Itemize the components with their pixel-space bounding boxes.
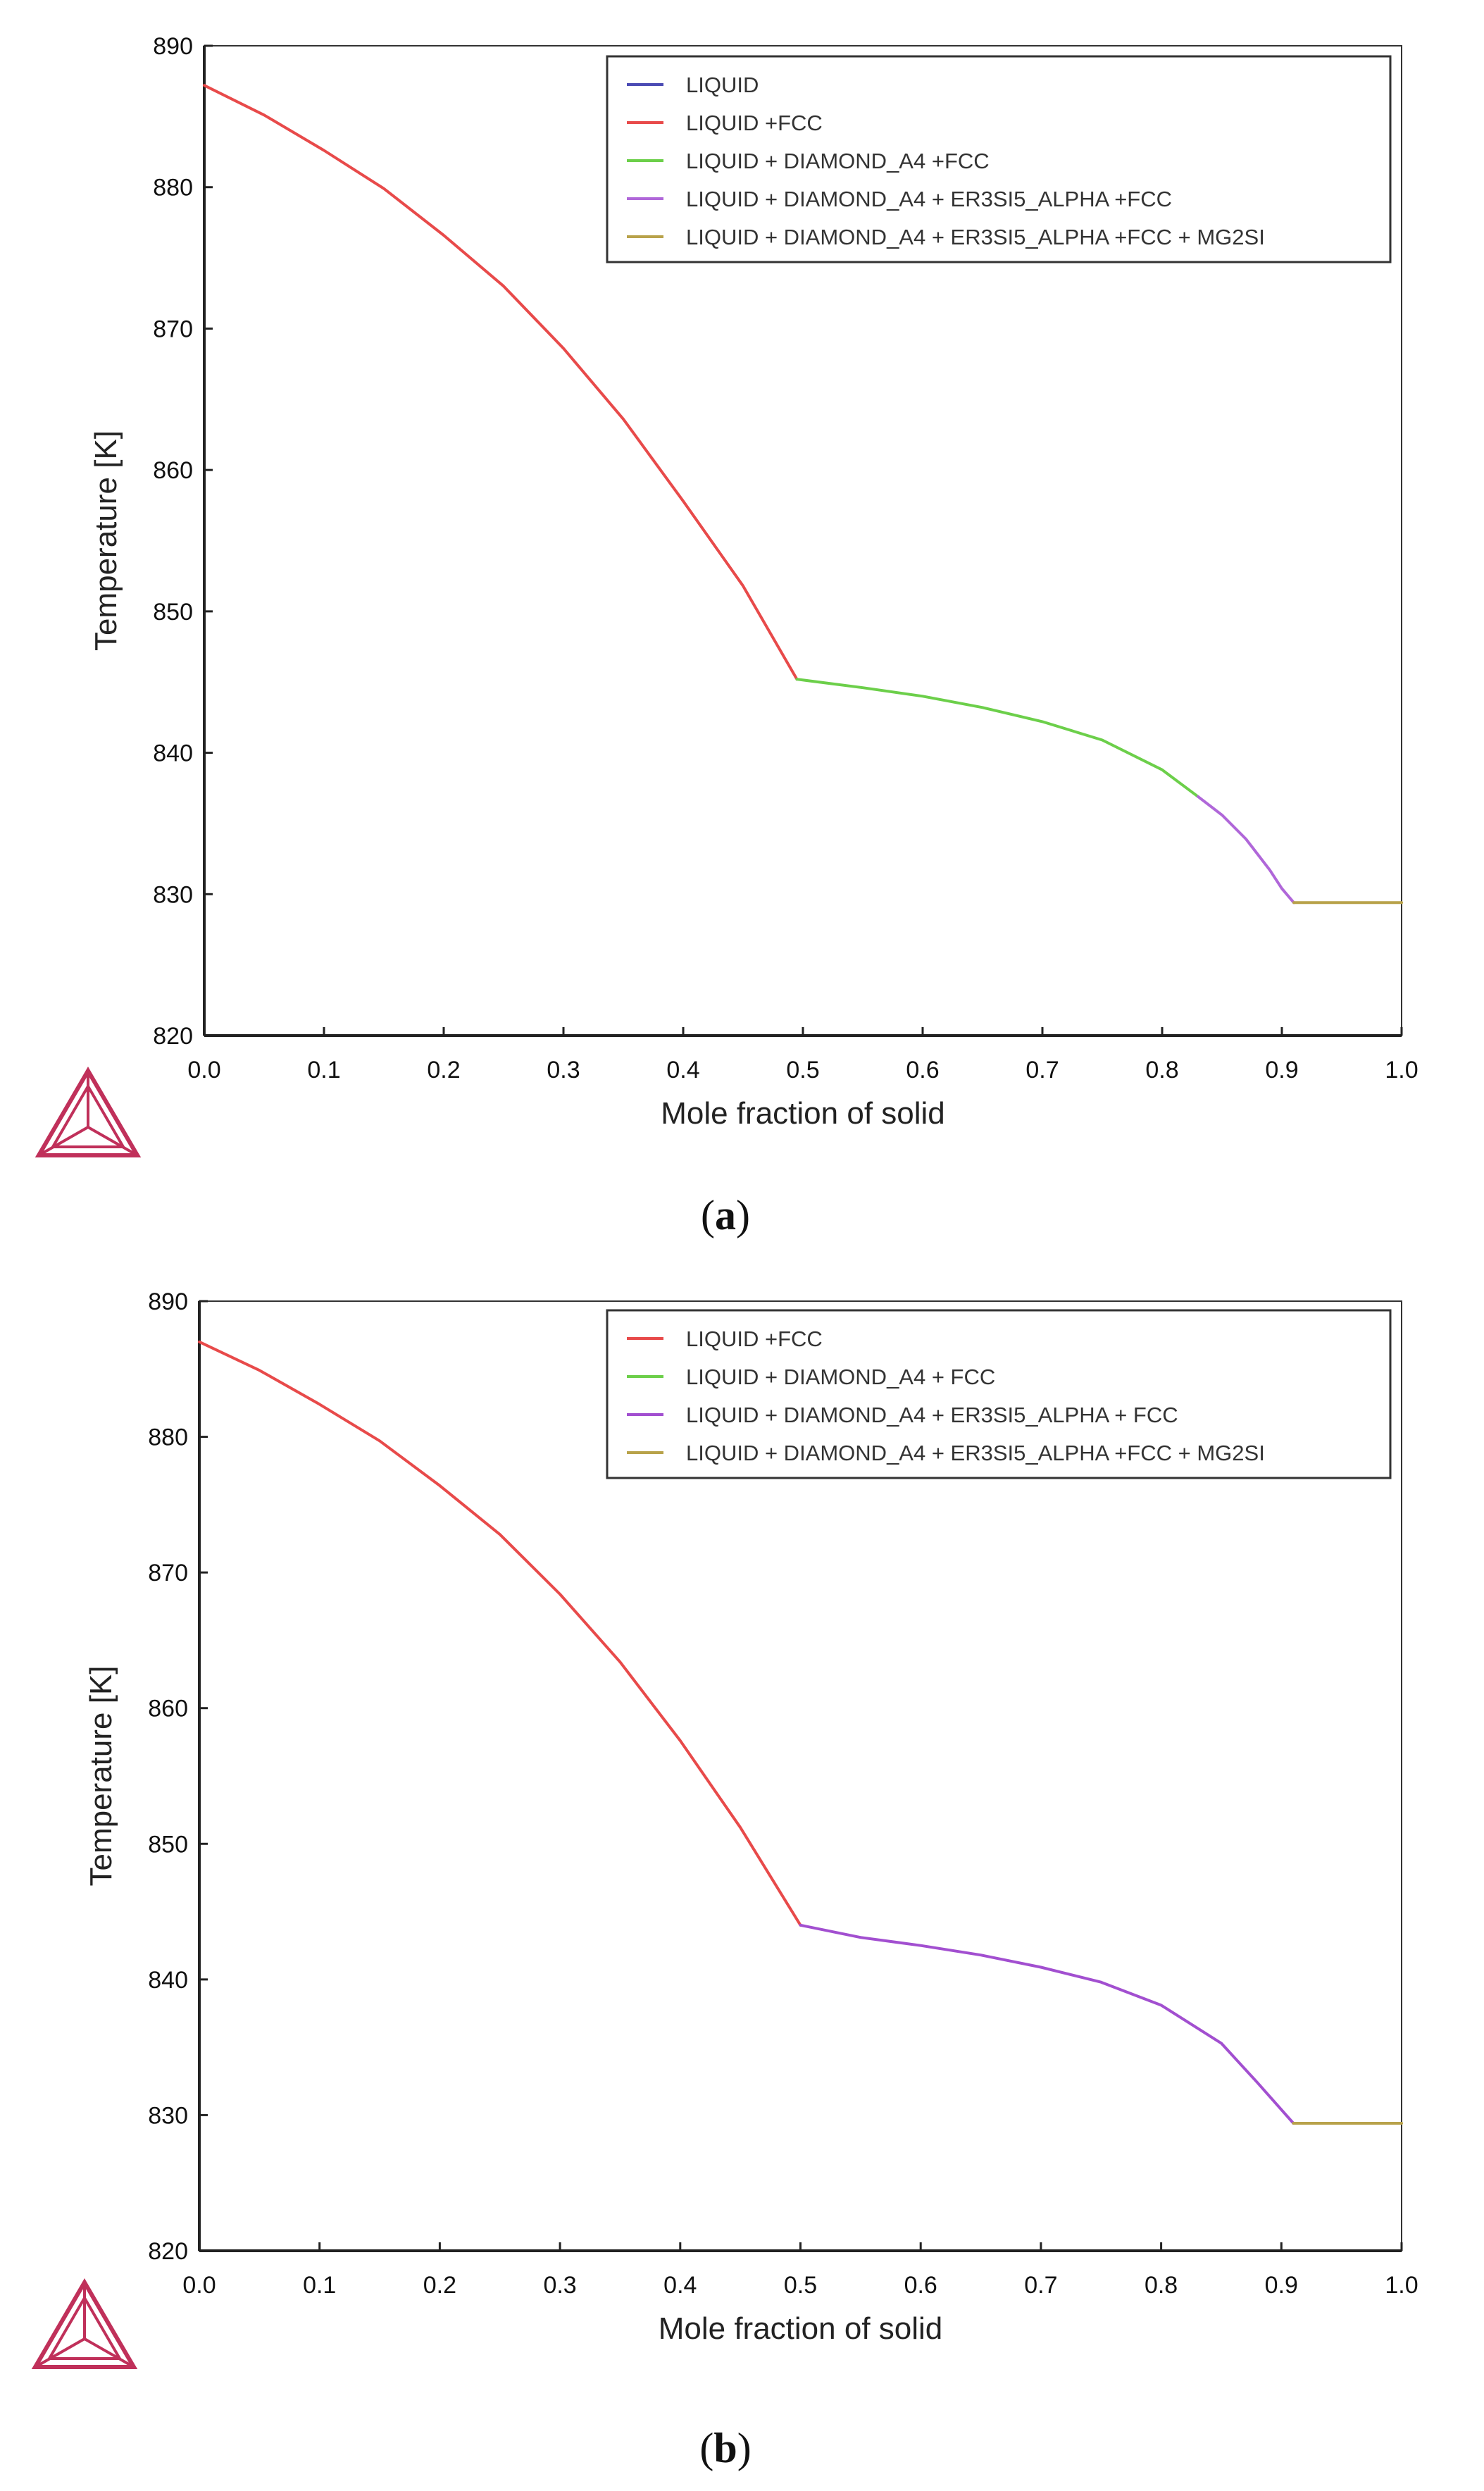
- y-tick-label: 840: [148, 1967, 188, 1994]
- legend-box: [606, 55, 1392, 263]
- x-tick-label: 1.0: [1385, 2272, 1418, 2299]
- series-line: [799, 1923, 1295, 2125]
- y-tick-label: 870: [148, 1560, 188, 1586]
- y-tick-label: 850: [148, 1831, 188, 1858]
- y-tick-label: 830: [148, 2102, 188, 2129]
- legend-label: LIQUID + DIAMOND_A4 + ER3SI5_ALPHA +FCC …: [686, 1441, 1265, 1465]
- chart-panel-b: 0.0 0.1 0.2 0.3 0.4 0.5 0.6 0.7 0.8 0.9 1.0 820 830 8…: [35, 1288, 1418, 2471]
- x-tick-label: 0.4: [666, 1057, 699, 1083]
- x-tick-label: 1.0: [1385, 1057, 1418, 1083]
- x-tick-label: 0.4: [663, 2272, 697, 2299]
- x-tick-label: 0.6: [906, 1057, 939, 1083]
- legend-label: LIQUID + DIAMOND_A4 + ER3SI5_ALPHA +FCC: [686, 187, 1172, 211]
- x-tick-label: 0.3: [547, 1057, 580, 1083]
- y-tick-label: 820: [153, 1023, 193, 1050]
- y-tick-label: 890: [148, 1288, 188, 1315]
- x-tick-label: 0.1: [303, 2272, 336, 2299]
- y-axis-label: Temperature [K]: [84, 1665, 118, 1886]
- y-tick-label: 820: [148, 2238, 188, 2265]
- x-axis-label: Mole fraction of solid: [659, 2311, 943, 2346]
- legend-label: LIQUID: [686, 73, 759, 97]
- legend: LIQUID +FCC LIQUID + DIAMOND_A4 + FCC LIQU…: [606, 1309, 1392, 1479]
- y-tick-label: 830: [153, 881, 193, 908]
- x-tick-label: 0.6: [904, 2272, 937, 2299]
- panel-label: (b): [699, 2425, 751, 2471]
- x-tick-label: 0.3: [543, 2272, 576, 2299]
- legend-label: LIQUID + DIAMOND_A4 + ER3SI5_ALPHA +FCC …: [686, 225, 1265, 249]
- x-tick-label: 0.8: [1145, 1057, 1178, 1083]
- legend-label: LIQUID + DIAMOND_A4 + ER3SI5_ALPHA + FCC: [686, 1403, 1178, 1427]
- legend-box: [606, 1309, 1392, 1479]
- legend-label: LIQUID + DIAMOND_A4 + FCC: [686, 1365, 995, 1389]
- x-tick-label: 0.5: [786, 1057, 819, 1083]
- x-tick-label: 0.8: [1145, 2272, 1178, 2299]
- thermo-calc-logo-icon: [39, 1071, 137, 1155]
- y-tick-label: 860: [148, 1696, 188, 1722]
- x-tick-label: 0.7: [1025, 1057, 1059, 1083]
- y-tick-label: 870: [153, 316, 193, 342]
- x-tick-label: 0.2: [423, 2272, 456, 2299]
- x-tick-label: 0.7: [1024, 2272, 1057, 2299]
- x-axis-label: Mole fraction of solid: [661, 1096, 945, 1131]
- y-tick-label: 880: [148, 1424, 188, 1451]
- y-tick-label: 880: [153, 175, 193, 201]
- x-tick-label: 0.1: [307, 1057, 340, 1083]
- panel-label: (a): [701, 1192, 750, 1238]
- y-tick-label: 890: [153, 33, 193, 60]
- x-tick-label: 0.9: [1265, 2272, 1298, 2299]
- series-line: [198, 1340, 802, 1927]
- thermo-calc-logo-icon: [35, 2282, 134, 2367]
- y-tick-label: 860: [153, 457, 193, 484]
- x-tick-label: 0.5: [784, 2272, 817, 2299]
- legend: LIQUID LIQUID +FCC LIQUID + DIAMOND_A4 +FC…: [606, 55, 1392, 263]
- x-tick-label: 0.2: [427, 1057, 460, 1083]
- series-line: [203, 84, 799, 681]
- y-tick-label: 850: [153, 599, 193, 626]
- x-tick-label: 0.0: [182, 2272, 216, 2299]
- series-line: [1197, 795, 1295, 905]
- chart-panel-a: 0.0 0.1 0.2 0.3 0.4 0.5 0.6 0.7 0.8 0.9 1.0 820 830 8…: [39, 33, 1418, 1238]
- legend-label: LIQUID +FCC: [686, 1327, 823, 1351]
- series-line: [795, 678, 1199, 798]
- legend-label: LIQUID + DIAMOND_A4 +FCC: [686, 149, 990, 173]
- legend-label: LIQUID +FCC: [686, 111, 823, 135]
- x-tick-label: 0.9: [1265, 1057, 1298, 1083]
- x-tick-label: 0.0: [187, 1057, 220, 1083]
- y-tick-label: 840: [153, 740, 193, 767]
- y-axis-label: Temperature [K]: [89, 430, 123, 651]
